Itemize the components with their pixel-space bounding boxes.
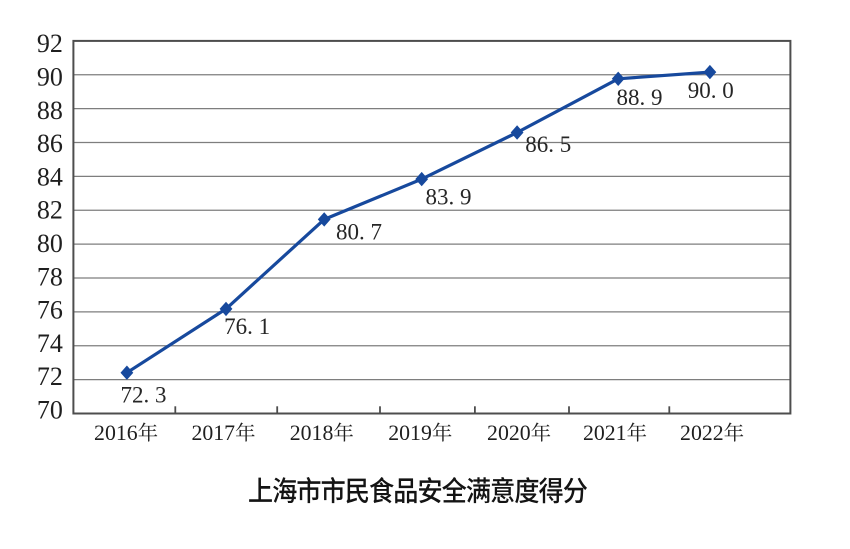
svg-text:78: 78 [37,262,63,291]
svg-text:80: 80 [37,229,63,258]
svg-text:76. 1: 76. 1 [224,314,270,339]
svg-text:70: 70 [37,396,63,425]
svg-text:2017: 2017 [191,421,235,445]
svg-text:72. 3: 72. 3 [121,382,167,407]
svg-text:2022: 2022 [680,421,724,445]
svg-text:72: 72 [37,362,63,391]
svg-text:86: 86 [37,129,63,158]
svg-text:2020: 2020 [487,421,531,445]
svg-text:90: 90 [37,63,63,92]
svg-text:90. 0: 90. 0 [688,78,734,103]
svg-text:88. 9: 88. 9 [617,85,663,110]
svg-text:80. 7: 80. 7 [336,219,382,244]
svg-text:82: 82 [37,196,63,225]
svg-text:92: 92 [37,29,63,58]
svg-text:76: 76 [37,296,63,325]
svg-text:2019: 2019 [388,421,432,445]
svg-text:2021: 2021 [583,421,627,445]
svg-text:2018: 2018 [290,421,334,445]
svg-text:83. 9: 83. 9 [426,185,472,210]
svg-text:2016: 2016 [94,421,138,445]
svg-text:86. 5: 86. 5 [525,132,571,157]
svg-text:88: 88 [37,96,63,125]
svg-text:84: 84 [37,162,63,191]
svg-text:74: 74 [37,329,63,358]
